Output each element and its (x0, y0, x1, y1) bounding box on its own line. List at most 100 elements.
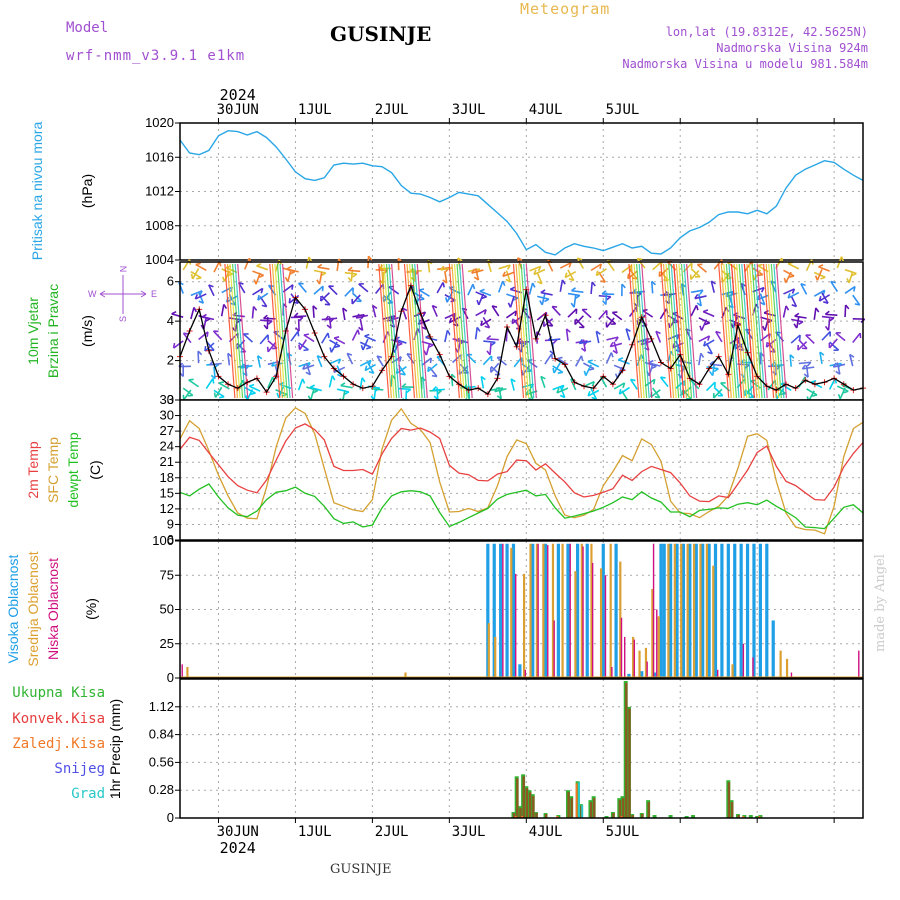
wind-barb-flag (480, 375, 486, 381)
cloud-bar-high (688, 543, 692, 678)
wind-streak (641, 263, 653, 399)
wind-barb-flag (830, 280, 836, 284)
wind-barb (364, 363, 377, 372)
wind-barb-flag (787, 293, 791, 299)
wind-barb (437, 266, 450, 271)
precip-bar-4 (581, 805, 584, 818)
bottom-year-label: 2024 (220, 839, 256, 857)
wind-barb-flag (301, 378, 306, 384)
cloud-bar-high (758, 543, 762, 678)
wind-barb-flag (564, 272, 568, 278)
wind-streak (237, 263, 249, 399)
wind-barb-flag (699, 325, 703, 331)
wind-barb (819, 351, 823, 365)
cloud-bar-high (771, 620, 775, 678)
precip-axis-title: 1hr Precip (mm) (107, 699, 123, 799)
cloud-bar-high (675, 543, 679, 678)
wind-streak (383, 263, 395, 399)
wind-barb-flag (298, 282, 304, 285)
wind-barb-flag (509, 286, 516, 291)
wind-barb-flag (832, 362, 837, 368)
cloud-bar-high (486, 543, 490, 678)
wind-barb-flag (707, 351, 713, 355)
wind-barb (819, 294, 831, 302)
wind-barb (290, 330, 299, 342)
wind-barb (715, 331, 723, 343)
wind-barb-flag (557, 371, 563, 375)
wind-barb (490, 362, 500, 373)
wind-barb-flag (209, 348, 215, 352)
wind-barb (317, 266, 330, 270)
ytick-label-2: 24 (160, 439, 174, 454)
wind-barb (582, 339, 587, 352)
ytick-label-2: 18 (160, 470, 174, 485)
wind-axis-title-2: Brzina i Pravac (45, 284, 61, 378)
wind-barb (839, 387, 846, 400)
wind-barb (288, 294, 300, 304)
cloud-bar-low (611, 667, 613, 678)
cloud-bar-high (726, 543, 730, 678)
cloud-bar-low (569, 543, 571, 678)
compass-east: E (151, 289, 157, 299)
wind-barb-flag (372, 304, 378, 309)
wind-barb-flag (183, 332, 189, 335)
wind-barb-flag (479, 288, 485, 292)
wind-barb (333, 337, 346, 345)
precip-legend-item: Konvek.Kisa (12, 711, 105, 727)
cloud-bar-high (601, 543, 605, 678)
wind-barb (795, 316, 800, 329)
wind-barb (837, 385, 849, 392)
wind-barb-flag (364, 333, 370, 337)
precip-bar-0 (604, 816, 609, 818)
wind-barb-flag (654, 395, 660, 399)
top-day-label: 30JUN (217, 102, 259, 118)
wind-barb (342, 308, 346, 321)
ytick-label-0: 1012 (145, 184, 174, 199)
wind-barb (359, 318, 364, 331)
cloud-bar-mid (580, 543, 583, 678)
wind-barb-flag (210, 374, 216, 380)
wind-barb (213, 389, 225, 398)
wind-barb-flag (422, 311, 427, 317)
wind-barb-flag (256, 263, 262, 267)
wind-barb (191, 268, 200, 280)
wind-barb-flag (201, 313, 207, 318)
wind-barb (767, 379, 776, 391)
wind-barb-flag (218, 381, 225, 384)
wind-streak (274, 263, 286, 399)
wind-barb-flag (713, 368, 719, 373)
wind-barb (318, 272, 323, 285)
wind-barb (659, 308, 668, 320)
ytick-label-3: 0 (167, 670, 174, 685)
cloud-bar-high (752, 543, 756, 678)
cloud-bar-mid (561, 543, 564, 678)
wind-barb (596, 268, 607, 277)
wind-barb (309, 386, 322, 392)
wind-streak (775, 263, 788, 399)
compass-arrows (99, 275, 147, 314)
cloud-units: (%) (83, 598, 99, 620)
compass-west: W (88, 289, 97, 299)
wind-barb (791, 318, 804, 323)
wind-streak (743, 263, 755, 399)
wind-barb-flag (580, 347, 586, 352)
wind-barb (827, 318, 831, 331)
wind-barb (794, 315, 807, 319)
wind-barb (475, 308, 487, 317)
wind-barb-flag (557, 356, 563, 360)
wind-barb (625, 328, 631, 341)
cloud-bar-low (537, 543, 539, 678)
wind-barb-flag (667, 322, 671, 329)
precip-bar-1 (625, 682, 628, 818)
wind-barb (190, 270, 202, 279)
wind-barb-flag (431, 374, 438, 378)
cloud-bar-mid (404, 672, 407, 678)
wind-streak (234, 263, 246, 399)
wind-barb (497, 386, 503, 399)
wind-barb (698, 317, 710, 324)
wind-barb-flag (213, 392, 217, 398)
cloud-bar-high (492, 543, 496, 678)
wind-barb-flag (709, 360, 715, 365)
wind-barb (844, 268, 857, 275)
wind-streak (414, 263, 426, 399)
